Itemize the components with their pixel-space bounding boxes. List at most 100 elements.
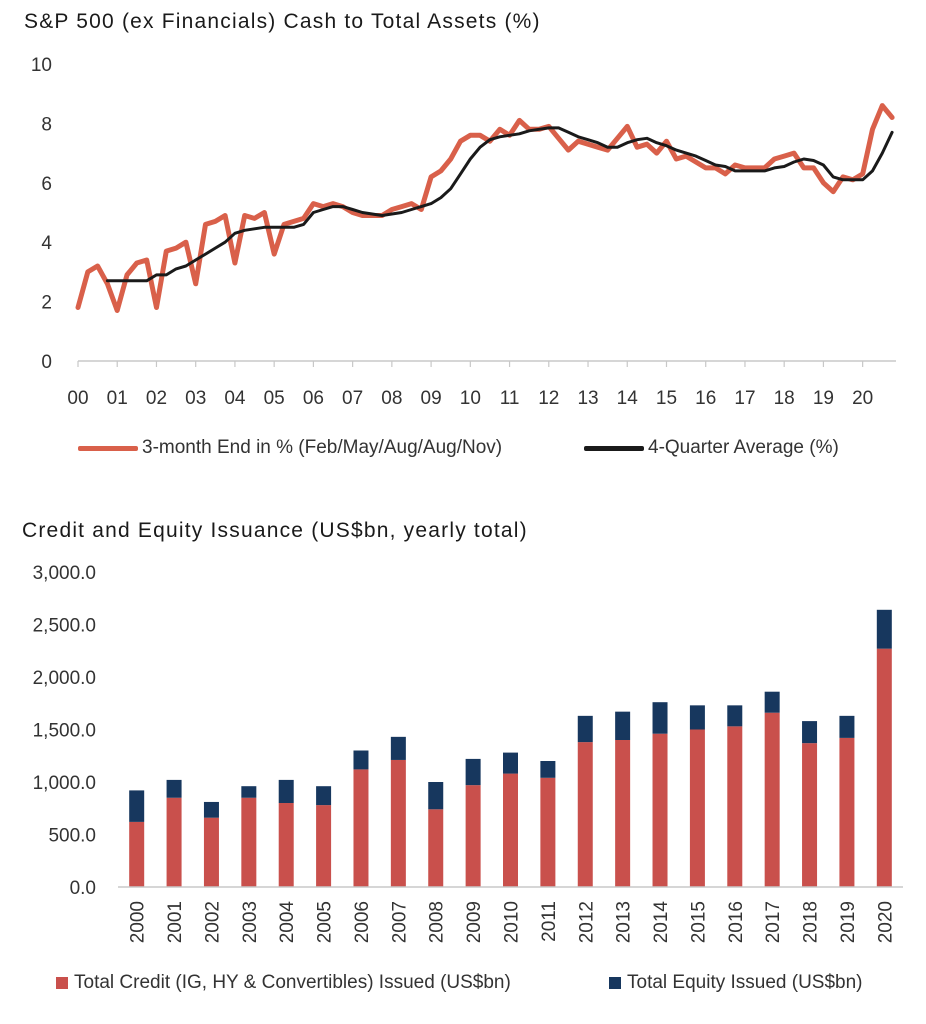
bar-total-equity: [689, 705, 705, 730]
bar-total-credit: [802, 743, 818, 887]
x-tick-label: 2000: [128, 901, 149, 943]
bar-total-credit: [652, 733, 668, 887]
bar-total-equity: [727, 705, 743, 727]
x-tick-label: 02: [146, 388, 167, 409]
legend-label: 4-Quarter Average (%): [648, 437, 839, 458]
bar-total-equity: [353, 750, 369, 770]
series-line-3-month-end: [75, 103, 895, 313]
bar-total-equity: [129, 790, 145, 822]
x-tick-label: 2011: [539, 901, 560, 942]
x-tick-label: 2014: [651, 901, 672, 944]
bar-total-equity: [390, 736, 406, 760]
x-tick-label: 2015: [688, 901, 709, 943]
bar-total-equity: [876, 609, 892, 649]
x-tick-label: 2016: [726, 901, 747, 943]
bar-total-equity: [278, 779, 294, 803]
legend-label: Total Credit (IG, HY & Convertibles) Iss…: [74, 972, 511, 993]
x-tick-label: 2008: [427, 901, 448, 943]
x-tick-label: 09: [421, 388, 442, 409]
series-line-4-quarter-average: [105, 126, 894, 283]
x-tick-label: 10: [460, 388, 481, 409]
bar-total-equity: [428, 782, 444, 810]
bar-total-equity: [577, 715, 593, 743]
bar-total-credit: [615, 740, 631, 887]
x-tick-label: 2020: [875, 901, 896, 943]
y-tick-label: 1,000.0: [33, 773, 96, 794]
y-tick-label: 500.0: [48, 826, 96, 847]
x-tick-label: 2001: [165, 901, 186, 943]
x-tick-label: 14: [617, 388, 639, 409]
x-tick-label: 16: [695, 388, 716, 409]
bar-total-credit: [166, 797, 182, 887]
x-tick-label: 03: [185, 388, 206, 409]
x-tick-label: 17: [734, 388, 755, 409]
legend-item-4-quarter-average: 4-Quarter Average (%): [584, 437, 839, 459]
x-tick-label: 11: [500, 388, 520, 409]
x-tick-label: 2003: [240, 901, 261, 943]
x-tick-label: 2013: [614, 901, 635, 943]
y-tick-label: 3,000.0: [33, 563, 96, 584]
x-tick-label: 19: [813, 388, 834, 409]
bar-total-credit: [465, 785, 481, 887]
x-tick-label: 2005: [315, 901, 336, 943]
legend-swatch-red-box: [56, 977, 68, 989]
bar-total-credit: [876, 648, 892, 887]
chart-title-cash: S&P 500 (ex Financials) Cash to Total As…: [24, 10, 541, 33]
x-tick-label: 20: [852, 388, 873, 409]
bar-total-credit: [203, 817, 219, 887]
bar-total-credit: [353, 769, 369, 887]
bar-total-equity: [652, 702, 668, 734]
x-tick-label: 04: [224, 388, 246, 409]
bar-total-equity: [540, 761, 556, 778]
bar-total-equity: [203, 801, 219, 818]
bar-total-credit: [540, 777, 556, 887]
bar-total-credit: [727, 726, 743, 887]
y-tick-label: 0: [41, 352, 52, 373]
x-tick-label: 00: [67, 388, 88, 409]
x-tick-label: 08: [381, 388, 402, 409]
x-tick-label: 2002: [202, 901, 223, 943]
x-tick-label: 2012: [576, 901, 597, 943]
legend-item-total-equity: Total Equity Issued (US$bn): [609, 972, 863, 994]
bar-total-credit: [689, 729, 705, 887]
bar-total-credit: [503, 773, 518, 887]
bar-total-credit: [278, 803, 294, 887]
x-tick-label: 05: [264, 388, 285, 409]
x-tick-label: 15: [656, 388, 677, 409]
bar-total-credit: [241, 797, 257, 887]
x-tick-label: 18: [774, 388, 795, 409]
legend-item-total-credit: Total Credit (IG, HY & Convertibles) Iss…: [56, 972, 511, 994]
x-tick-label: 2017: [763, 901, 784, 943]
bar-total-credit: [764, 712, 780, 887]
chart-title-issuance: Credit and Equity Issuance (US$bn, yearl…: [22, 519, 528, 542]
x-tick-label: 06: [303, 388, 324, 409]
x-tick-label: 2006: [352, 901, 373, 943]
y-tick-label: 1,500.0: [33, 721, 96, 742]
y-tick-label: 2,000.0: [33, 668, 96, 689]
bar-total-credit: [577, 742, 593, 887]
bar-total-equity: [839, 715, 855, 738]
bar-total-equity: [465, 758, 481, 786]
x-tick-label: 13: [577, 388, 598, 409]
bar-total-equity: [166, 779, 182, 798]
bar-total-equity: [615, 711, 631, 740]
x-tick-label: 2019: [838, 901, 859, 943]
bar-chart: 0.0 500.0 1,000.0 1,500.0 2,000.0 2,500.0 3,00…: [33, 563, 903, 943]
y-tick-label: 0.0: [70, 878, 96, 899]
legend-label: Total Equity Issued (US$bn): [627, 972, 863, 993]
legend-swatch-red-line: [78, 445, 138, 451]
y-tick-label: 10: [31, 55, 52, 76]
legend-swatch-navy-box: [609, 977, 621, 989]
x-tick-label: 2018: [801, 901, 822, 943]
bar-total-credit: [390, 759, 406, 887]
bar-total-equity: [241, 786, 257, 798]
bar-total-credit: [316, 805, 332, 887]
bar-total-credit: [839, 737, 855, 887]
x-tick-label: 07: [342, 388, 363, 409]
bar-total-equity: [764, 691, 780, 713]
legend-label: 3-month End in % (Feb/May/Aug/Aug/Nov): [142, 437, 503, 458]
y-tick-label: 4: [41, 233, 52, 254]
bar-total-equity: [503, 752, 518, 774]
